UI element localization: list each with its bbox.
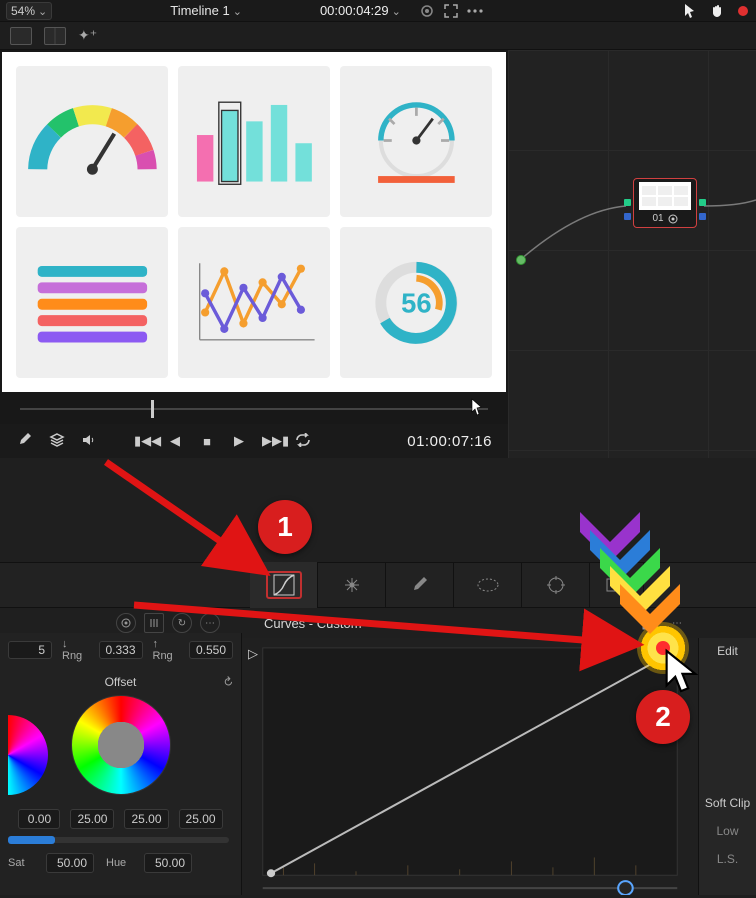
offset-val-2[interactable]: 25.00 bbox=[70, 809, 114, 829]
node-input-dot[interactable] bbox=[624, 199, 631, 206]
viewer-image: 56 bbox=[2, 52, 506, 392]
chart-gauge bbox=[16, 66, 168, 217]
ls-label: L.S. bbox=[717, 852, 738, 866]
rng-down-label: ↓ Rng bbox=[62, 638, 89, 662]
hand-tool-icon[interactable] bbox=[710, 3, 726, 19]
offset-val-3[interactable]: 25.00 bbox=[124, 809, 168, 829]
node-thumb bbox=[639, 182, 691, 210]
node-graph[interactable]: 01 bbox=[508, 50, 756, 458]
curve-right-strip: Edit Soft Clip Low L.S. bbox=[698, 638, 756, 895]
warper-palette-tab[interactable] bbox=[318, 562, 386, 608]
stop-icon[interactable]: ■ bbox=[198, 434, 216, 449]
more-sub-icon[interactable]: ⋯ bbox=[200, 613, 220, 633]
go-start-icon[interactable]: ▮◀◀ bbox=[134, 433, 152, 449]
annotation-click-highlight bbox=[637, 622, 689, 674]
single-viewer-tab[interactable] bbox=[10, 27, 32, 45]
node-output-alpha-dot[interactable] bbox=[699, 213, 706, 220]
svg-text:56: 56 bbox=[401, 287, 431, 318]
offset-label: Offset bbox=[8, 675, 233, 689]
node-wire bbox=[508, 50, 756, 458]
chart-progress-ring: 56 bbox=[340, 227, 492, 378]
rng-down-value[interactable]: 0.333 bbox=[99, 641, 143, 659]
play-icon[interactable]: ▶ bbox=[230, 433, 248, 449]
y-lift-slider[interactable] bbox=[12, 837, 229, 843]
offset-val-4[interactable]: 25.00 bbox=[179, 809, 223, 829]
chart-line bbox=[178, 227, 330, 378]
pointer-tool-icon[interactable] bbox=[682, 3, 698, 19]
dual-viewer-tab[interactable] bbox=[44, 27, 66, 45]
chart-speedometer bbox=[340, 66, 492, 217]
scopes-icon[interactable] bbox=[144, 613, 164, 633]
step-back-icon[interactable]: ◀ bbox=[166, 433, 184, 449]
mute-audio-icon[interactable] bbox=[80, 432, 98, 451]
curve-editor[interactable]: ▷ bbox=[242, 638, 698, 895]
graph-input-dot[interactable] bbox=[516, 255, 526, 265]
hue-value[interactable]: 50.00 bbox=[144, 853, 192, 873]
rng-up-label: ↑ Rng bbox=[153, 638, 180, 662]
node-input-alpha-dot[interactable] bbox=[624, 213, 631, 220]
scrubber-handle[interactable] bbox=[151, 400, 154, 418]
softclip-label: Soft Clip bbox=[705, 796, 750, 810]
palette-tool-strip bbox=[0, 562, 756, 608]
chart-bars bbox=[178, 66, 330, 217]
curves-palette-tab[interactable] bbox=[250, 562, 318, 608]
main-area: 56 ▮◀◀ ◀ ■ ▶ bbox=[0, 50, 756, 458]
curve-canvas[interactable] bbox=[242, 638, 698, 895]
sat-value[interactable]: 50.00 bbox=[46, 853, 94, 873]
color-panel: ↻ ⋯ Curves - Custom ⋯ 5 ↓ Rng 0.333 ↑ Rn… bbox=[0, 458, 756, 895]
viewer-panel: 56 ▮◀◀ ◀ ■ ▶ bbox=[0, 50, 508, 458]
reset-icon[interactable]: ↻ bbox=[172, 613, 192, 633]
loop-icon[interactable] bbox=[294, 433, 312, 450]
chart-rows bbox=[16, 227, 168, 378]
node-output-dot[interactable] bbox=[699, 199, 706, 206]
top-timecode[interactable]: 00:00:04:29 bbox=[320, 3, 401, 18]
annotation-badge-1: 1 bbox=[258, 500, 312, 554]
window-palette-tab[interactable] bbox=[454, 562, 522, 608]
layers-icon[interactable] bbox=[48, 432, 66, 451]
tracking-palette-tab[interactable] bbox=[522, 562, 590, 608]
fullscreen-icon[interactable] bbox=[443, 3, 459, 19]
node-number: 01 bbox=[652, 213, 663, 224]
eyedropper-icon[interactable] bbox=[16, 432, 34, 451]
curves-panel-title: Curves - Custom bbox=[264, 616, 362, 631]
timeline-name-dropdown[interactable]: Timeline 1 bbox=[170, 3, 242, 18]
corrector-node[interactable]: 01 bbox=[633, 178, 697, 228]
transport-bar: ▮◀◀ ◀ ■ ▶ ▶▶▮ 01:00:07:16 bbox=[0, 424, 508, 458]
auto-balance-icon[interactable] bbox=[116, 613, 136, 633]
scrubber[interactable] bbox=[0, 394, 508, 424]
transport-timecode: 01:00:07:16 bbox=[407, 433, 492, 450]
prev-wheel-partial[interactable] bbox=[0, 715, 48, 795]
qualifier-palette-tab[interactable] bbox=[386, 562, 454, 608]
low-label: Low bbox=[716, 824, 738, 838]
annotation-badge-2: 2 bbox=[636, 690, 690, 744]
color-picker-ring-icon[interactable] bbox=[419, 3, 435, 19]
curve-handle-indicator-icon: ▷ bbox=[248, 646, 258, 662]
viewer-tabbar: ✦⁺ bbox=[0, 22, 756, 50]
offset-val-1[interactable]: 0.00 bbox=[18, 809, 60, 829]
more-icon[interactable] bbox=[467, 3, 483, 19]
zoom-dropdown[interactable]: 54% bbox=[6, 2, 52, 20]
go-end-icon[interactable]: ▶▶▮ bbox=[262, 433, 280, 449]
viewer-topbar: 54% Timeline 1 00:00:04:29 bbox=[0, 0, 756, 22]
cursor-icon bbox=[470, 398, 484, 416]
image-wipe-icon[interactable]: ✦⁺ bbox=[78, 27, 97, 44]
offset-wheel[interactable] bbox=[71, 695, 171, 795]
hue-label: Hue bbox=[106, 857, 132, 869]
scrubber-track[interactable] bbox=[20, 408, 488, 410]
blur-palette-tab[interactable] bbox=[590, 562, 644, 608]
primaries-params: 5 ↓ Rng 0.333 ↑ Rng 0.550 ↻ Offset 0.00 … bbox=[0, 633, 242, 895]
sat-label: Sat bbox=[8, 857, 34, 869]
rng-up-value[interactable]: 0.550 bbox=[189, 641, 233, 659]
node-grade-icon bbox=[668, 214, 678, 224]
edit-channel-label[interactable]: Edit bbox=[717, 644, 738, 658]
record-indicator-icon bbox=[738, 6, 748, 16]
param-p-left[interactable]: 5 bbox=[8, 641, 52, 659]
